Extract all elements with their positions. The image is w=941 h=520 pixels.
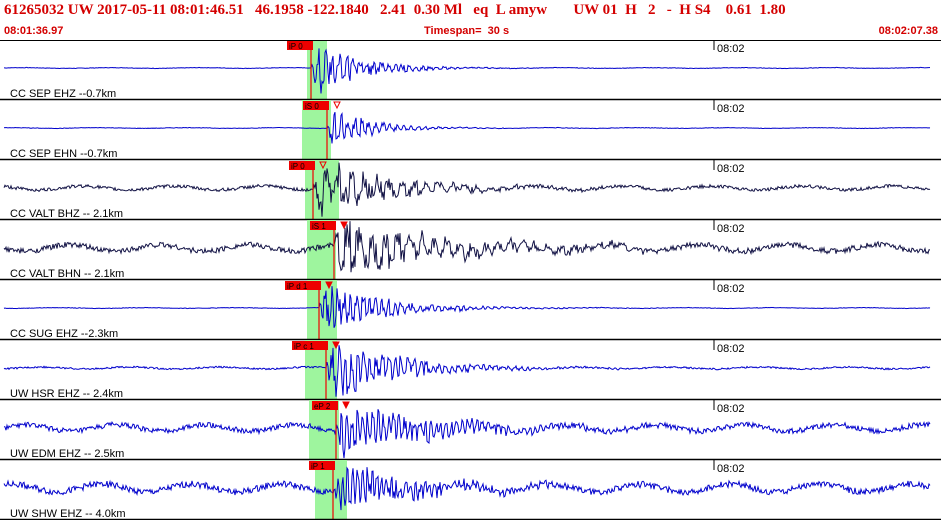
time-mark: 08:02	[717, 163, 745, 175]
waveform-canvas: 08:02 iP 0 CC SEP EHZ --0.7km 08:02 iS 0 CC S…	[0, 40, 941, 520]
waveform-trace	[3, 409, 931, 459]
waveform-trace	[3, 162, 931, 217]
time-mark: 08:02	[717, 463, 745, 475]
waveform-trace	[3, 286, 931, 328]
station-label: CC VALT BHZ -- 2.1km	[10, 208, 123, 220]
pick-label: iP 0	[289, 42, 303, 51]
arrival-marker	[333, 101, 341, 110]
event-header: 61265032 UW 2017-05-11 08:01:46.51 46.19…	[0, 0, 941, 40]
event-summary-line: 61265032 UW 2017-05-11 08:01:46.51 46.19…	[4, 2, 786, 18]
time-mark: 08:02	[717, 223, 745, 235]
trace-panel[interactable]: 08:02 iP 0 CC SEP EHZ --0.7km	[0, 40, 941, 101]
start-time: 08:01:36.97	[4, 25, 64, 37]
end-time: 08:02:07.38	[878, 25, 938, 37]
waveform-trace	[4, 48, 931, 94]
pick-label: eP 2	[314, 402, 331, 411]
station-label: CC SEP EHN --0.7km	[10, 148, 117, 160]
time-mark: 08:02	[717, 403, 745, 415]
pick-flag[interactable]	[289, 161, 315, 170]
pick-label: iP c 1	[294, 342, 314, 351]
trace-panel[interactable]: 08:02 iP 1 UW SHW EHZ -- 4.0km	[0, 460, 941, 520]
time-mark: 08:02	[717, 343, 745, 355]
pick-label: iP 0	[291, 162, 305, 171]
trace-panel[interactable]: 08:02 iP 0 CC VALT BHZ -- 2.1km	[0, 160, 941, 221]
pick-flag[interactable]	[292, 341, 328, 350]
waveform-trace	[3, 345, 931, 397]
timespan-label: Timespan= 30 s	[424, 25, 510, 37]
time-mark: 08:02	[717, 103, 745, 115]
station-label: UW HSR EHZ -- 2.4km	[10, 388, 123, 400]
waveform-trace	[3, 466, 931, 511]
station-label: UW SHW EHZ -- 4.0km	[10, 508, 126, 520]
station-label: CC SEP EHZ --0.7km	[10, 88, 116, 100]
trace-panel[interactable]: 08:02 iP c 1 UW HSR EHZ -- 2.4km	[0, 340, 941, 401]
station-label: UW EDM EHZ -- 2.5km	[10, 448, 124, 460]
arrival-marker	[325, 281, 333, 290]
time-mark: 08:02	[717, 43, 745, 55]
station-label: CC SUG EHZ --2.3km	[10, 328, 118, 340]
pick-flag[interactable]	[309, 461, 335, 470]
waveform-trace	[3, 221, 931, 273]
pick-flag[interactable]	[310, 221, 336, 230]
pick-label: iP d 1	[287, 282, 308, 291]
trace-panel[interactable]: 08:02 iP d 1 CC SUG EHZ --2.3km	[0, 280, 941, 341]
arrival-marker	[342, 401, 350, 410]
pick-label: iS 1	[312, 222, 326, 231]
pick-flag[interactable]	[287, 41, 313, 50]
pick-flag[interactable]	[285, 281, 321, 290]
arrival-marker	[319, 161, 327, 170]
pick-label: iP 1	[311, 462, 325, 471]
trace-panel[interactable]: 08:02 iS 1 CC VALT BHN -- 2.1km	[0, 220, 941, 281]
pick-label: iS 0	[305, 102, 319, 111]
arrival-marker	[332, 341, 340, 350]
seismogram-panels: 08:02 iP 0 CC SEP EHZ --0.7km 08:02 iS 0 CC S…	[0, 40, 941, 520]
waveform-trace	[3, 112, 931, 144]
pick-flag[interactable]	[303, 101, 329, 110]
trace-panel[interactable]: 08:02 iS 0 CC SEP EHN --0.7km	[0, 100, 941, 161]
station-label: CC VALT BHN -- 2.1km	[10, 268, 124, 280]
arrival-marker	[340, 221, 348, 230]
pick-flag[interactable]	[312, 401, 338, 410]
trace-panel[interactable]: 08:02 eP 2 UW EDM EHZ -- 2.5km	[0, 400, 941, 461]
time-mark: 08:02	[717, 283, 745, 295]
